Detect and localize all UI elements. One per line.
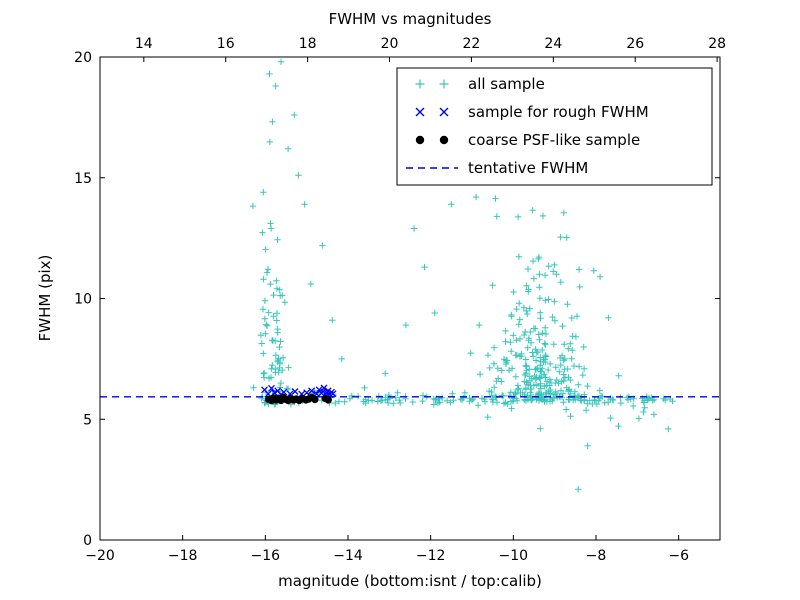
x-axis-label: magnitude (bottom:isnt / top:calib) (278, 572, 542, 590)
x-tick-label: −8 (586, 548, 607, 564)
top-tick-label: 20 (381, 36, 399, 52)
y-tick-label: 15 (74, 171, 92, 187)
generated-plot: −20 −18 −16 −14 −12 −10 −8 −6 14 16 18 20 22 24 26 28 0 5… (74, 36, 726, 564)
x-tick-label: −6 (668, 548, 689, 564)
legend-label: all sample (468, 75, 545, 93)
y-tick-label: 0 (83, 533, 92, 549)
x-tick-label: −12 (416, 548, 446, 564)
x-tick-label: −16 (251, 548, 281, 564)
top-tick-label: 16 (217, 36, 235, 52)
top-tick-label: 28 (708, 36, 726, 52)
legend-plus-icon (415, 79, 425, 89)
top-tick-label: 26 (626, 36, 644, 52)
x-tick-label: −20 (85, 548, 115, 564)
legend-x-icon (439, 107, 449, 117)
legend-plus-icon (439, 79, 449, 89)
legend-label: sample for rough FWHM (468, 103, 649, 121)
top-tick-label: 22 (463, 36, 481, 52)
legend-label: coarse PSF-like sample (468, 131, 640, 149)
series-all-sample (249, 58, 676, 493)
legend-dot-icon (439, 135, 449, 145)
y-tick-label: 10 (74, 292, 92, 308)
plot-series (100, 58, 720, 493)
legend-label: tentative FWHM (468, 159, 588, 177)
y-tick-label: 5 (83, 412, 92, 428)
x-tick-label: −18 (168, 548, 198, 564)
chart-title: FWHM vs magnitudes (329, 10, 492, 28)
x-tick-label: −14 (333, 548, 363, 564)
legend-frame (396, 67, 713, 186)
top-tick-label: 24 (544, 36, 562, 52)
axes-ticks: −20 −18 −16 −14 −12 −10 −8 −6 14 16 18 20 22 24 26 28 0 5… (74, 36, 726, 564)
y-tick-label: 20 (74, 50, 92, 66)
series-psf-sample (264, 393, 332, 405)
x-tick-label: −10 (499, 548, 529, 564)
legend-dot-icon (415, 135, 425, 145)
y-axis-label: FWHM (pix) (36, 255, 54, 342)
top-tick-label: 18 (299, 36, 317, 52)
legend: all sample sample for rough FWHM coarse PS… (396, 67, 713, 186)
legend-x-icon (415, 107, 425, 117)
top-tick-label: 14 (135, 36, 153, 52)
